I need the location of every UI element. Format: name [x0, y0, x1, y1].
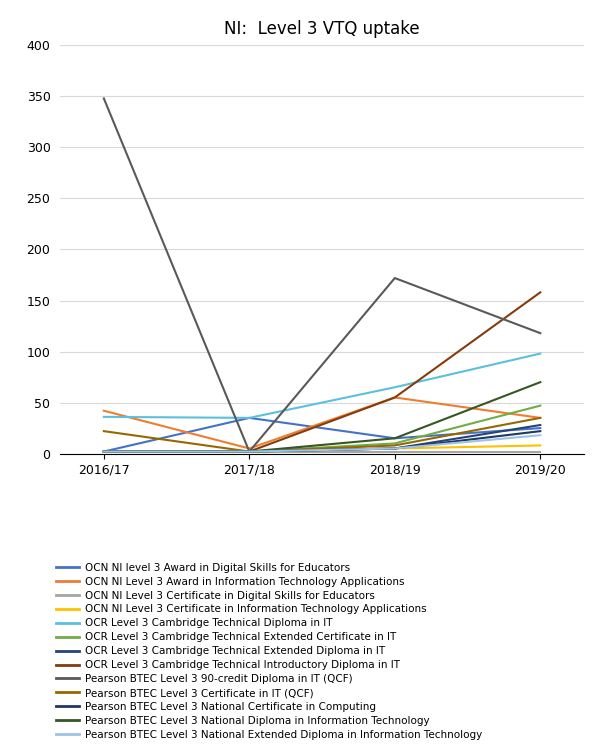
- Title: NI:  Level 3 VTQ uptake: NI: Level 3 VTQ uptake: [225, 20, 420, 39]
- Legend: OCN NI level 3 Award in Digital Skills for Educators, OCN NI Level 3 Award in In: OCN NI level 3 Award in Digital Skills f…: [54, 559, 485, 743]
